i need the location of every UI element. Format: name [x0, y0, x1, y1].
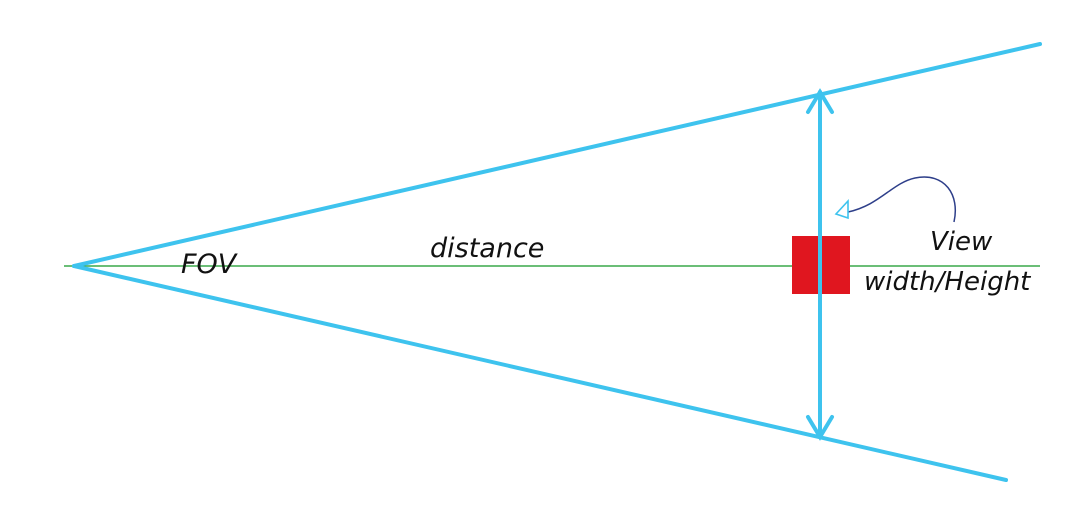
double-headed-arrow-icon	[806, 88, 834, 441]
view-label: View	[930, 227, 993, 257]
frustum-bottom-edge	[72, 264, 1008, 482]
curved-arrow-icon	[834, 176, 956, 223]
fov-label: FOV	[181, 249, 239, 280]
distance-label: distance	[430, 233, 544, 264]
width-height-label: width/Height	[864, 267, 1031, 297]
frustum-top-edge	[72, 42, 1042, 268]
